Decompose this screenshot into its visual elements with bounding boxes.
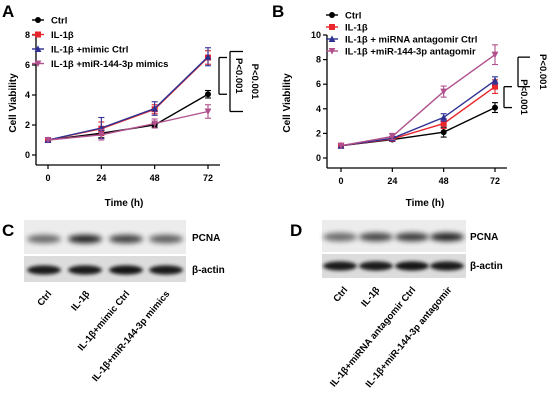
chart-b-series-1-line — [340, 86, 496, 147]
blot-c-pcna-band-1 — [68, 234, 102, 244]
chart-b-ytick-label-2: 2 — [316, 128, 321, 138]
chart-b-series-2-point-2 — [440, 113, 448, 121]
chart-a-legend-2-label: IL-1β +mimic Ctrl — [51, 45, 128, 56]
chart-a-series-3-point-0 — [44, 137, 52, 144]
chart-b-legend-2-marker — [328, 35, 336, 42]
blot-d-actin-band-2 — [395, 261, 429, 271]
chart-b-xtick-label-48: 48 — [439, 176, 449, 186]
panel-label-c: C — [2, 221, 14, 240]
blot-d-lane-label-0: Ctrl — [331, 285, 350, 305]
blot-c-band-pcna: PCNA — [192, 233, 220, 244]
chart-a-ytick-label-2: 2 — [25, 120, 30, 130]
chart-b-legend-2-label: IL-1β + miRNA antagomir Ctrl — [345, 35, 477, 46]
chart-b-series-1-point-3 — [492, 83, 498, 90]
blot-c-lane-label-0: Ctrl — [35, 289, 54, 309]
chart-a-pvalue-0: P<0.001 — [233, 58, 244, 94]
blot-c-pcna-band-2 — [109, 234, 143, 244]
blot-c-pcna-band-0 — [27, 234, 61, 244]
chart-b-series-3-point-3 — [491, 51, 499, 59]
blot-d-band-actin: β-actin — [470, 261, 503, 272]
chart-a-xtick-label-24: 24 — [96, 173, 106, 183]
chart-b-series-1-point-2 — [440, 120, 447, 127]
panel-label-b: B — [272, 2, 284, 21]
chart-b-series-2-line — [340, 79, 496, 147]
chart-b-ytick-label-0: 0 — [316, 153, 321, 163]
chart-a-xtick-label-48: 48 — [150, 173, 160, 183]
blot-c-pcna-band-3 — [149, 234, 183, 244]
blot-c-actin-band-3 — [149, 265, 183, 275]
blot-c-lane-label-3: IL-1β+miR-144-3p mimics — [90, 289, 172, 384]
chart-b-series-3-point-0 — [337, 142, 345, 150]
chart-a-legend-1-label: IL-1β — [51, 30, 74, 41]
blot-d-actin-band-0 — [323, 261, 357, 271]
chart-a-series-0-point-3 — [205, 91, 211, 98]
chart-a-xtick-label-0: 0 — [45, 173, 50, 183]
chart-b-xtick-label-72: 72 — [490, 176, 500, 186]
chart-b-ytick-label-8: 8 — [316, 55, 321, 65]
blot-c-actin-band-1 — [68, 265, 102, 275]
chart-a-legend-1-marker — [35, 31, 41, 38]
chart-b-ylabel: Cell Viability — [282, 73, 293, 133]
chart-b-ytick-label-4: 4 — [316, 104, 321, 114]
chart-b-legend-0-marker — [329, 12, 335, 18]
chart-a-series-2-point-3 — [204, 53, 212, 60]
chart-b-series-3-point-1 — [388, 133, 396, 141]
blot-c-band-actin: β-actin — [192, 265, 225, 276]
chart-b-legend-3-label: IL-1β +miR-144-3p antagomir — [345, 47, 476, 58]
panel-label-a: A — [2, 2, 14, 21]
chart-b-series-3-point-2 — [440, 88, 448, 96]
blot-d-pcna-band-1 — [359, 232, 393, 242]
chart-b-pvalue-1: P<0.001 — [537, 54, 548, 90]
chart-b-series-0-point-2 — [440, 129, 447, 136]
blot-c-lane-label-1: IL-1β — [69, 289, 92, 314]
chart-a-series-3-line — [47, 110, 209, 141]
chart-b-legend-0-label: Ctrl — [345, 11, 361, 22]
blot-c-actin-band-2 — [109, 265, 143, 275]
chart-a-xtick-label-72: 72 — [203, 173, 213, 183]
chart-a-ylabel: Cell Viability — [8, 73, 19, 133]
blot-d-actin-band-1 — [359, 261, 393, 271]
chart-b-series-0-point-3 — [492, 104, 498, 111]
blot-d-pcna-band-2 — [395, 232, 429, 242]
chart-a-series-2-point-2 — [151, 104, 159, 112]
chart-a-legend-2-marker — [34, 45, 42, 52]
blot-d-actin-band-3 — [430, 261, 464, 271]
chart-a-ytick-label-4: 4 — [25, 90, 30, 100]
chart-b-ytick-label-10: 10 — [311, 30, 321, 40]
chart-b-series-2-point-3 — [491, 76, 499, 84]
blot-d-pcna-band-0 — [323, 232, 357, 242]
chart-a-series-3-point-3 — [204, 108, 212, 116]
chart-b-series-3-line — [340, 54, 496, 147]
chart-a-legend-0-marker — [35, 17, 41, 23]
blot-d-lane-label-1: IL-1β — [359, 285, 382, 310]
chart-a-legend-3-marker — [34, 60, 42, 68]
chart-a-legend-0-label: Ctrl — [51, 16, 67, 27]
blot-d-band-pcna: PCNA — [470, 232, 498, 243]
blot-c-actin-band-0 — [27, 265, 61, 275]
panel-label-d: D — [290, 221, 302, 240]
chart-a-pvalue-1: P<0.001 — [249, 64, 260, 100]
chart-b-legend-3-marker — [328, 48, 336, 55]
chart-a-series-3-point-1 — [97, 131, 105, 139]
chart-a-series-3-point-2 — [151, 120, 159, 128]
chart-a-ytick-label-0: 0 — [25, 150, 30, 160]
chart-a-legend-3-label: IL-1β +miR-144-3p mimics — [51, 59, 168, 70]
chart-b-pvalue-0: P<0.001 — [518, 79, 529, 115]
chart-b-xtick-label-24: 24 — [387, 176, 397, 186]
chart-a-ytick-label-6: 6 — [25, 60, 30, 70]
chart-b-xlabel: Time (h) — [406, 198, 445, 209]
chart-b-xtick-label-0: 0 — [338, 176, 343, 186]
chart-b-ytick-label-6: 6 — [316, 79, 321, 89]
chart-a-xlabel: Time (h) — [105, 198, 144, 209]
chart-a-series-2-line — [47, 56, 209, 141]
chart-a-ytick-label-8: 8 — [25, 30, 30, 40]
blot-d-pcna-band-3 — [430, 232, 464, 242]
chart-b-legend-1-label: IL-1β — [345, 23, 368, 34]
chart-b-legend-1-marker — [329, 24, 335, 30]
